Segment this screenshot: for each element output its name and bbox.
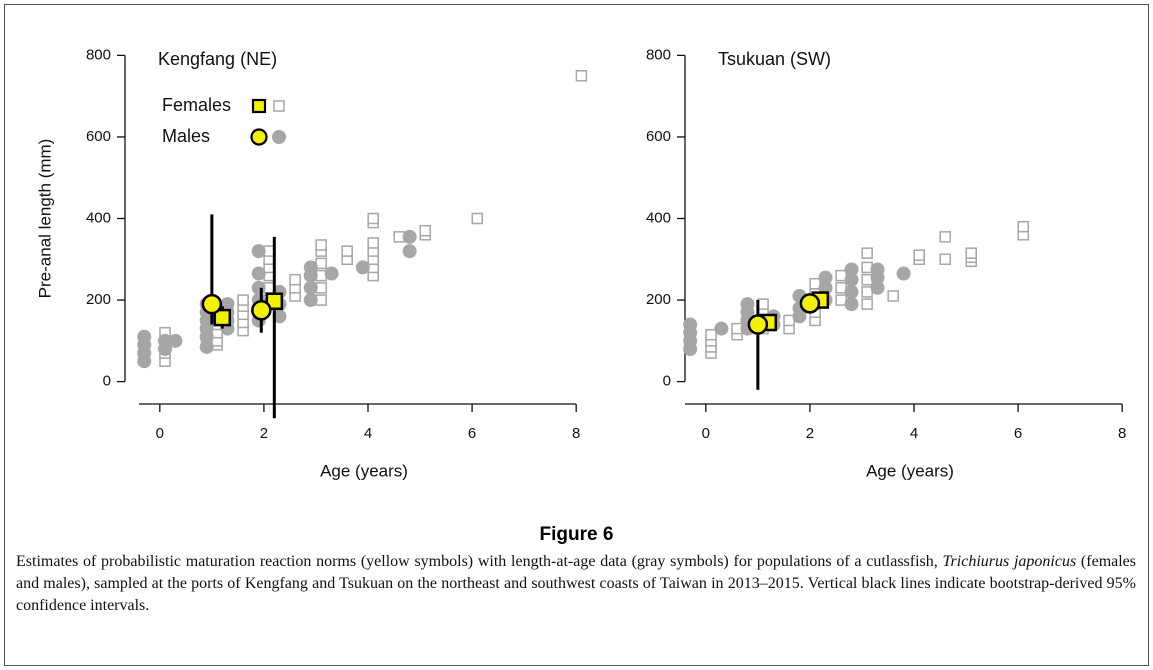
data-point bbox=[220, 297, 235, 312]
data-point bbox=[315, 239, 327, 251]
data-point bbox=[303, 293, 318, 308]
x-tick-label: 2 bbox=[806, 425, 814, 442]
data-point bbox=[861, 261, 873, 274]
data-point bbox=[341, 245, 353, 257]
data-point bbox=[861, 273, 873, 286]
data-point bbox=[575, 70, 588, 82]
x-tick-label: 6 bbox=[468, 425, 476, 442]
x-axis-title: Age (years) bbox=[866, 461, 954, 480]
data-point bbox=[861, 247, 873, 259]
pmrn-point bbox=[799, 293, 821, 314]
figure-frame bbox=[4, 4, 1149, 666]
data-point bbox=[303, 280, 318, 295]
data-point bbox=[137, 329, 152, 344]
data-point bbox=[939, 253, 951, 266]
data-point bbox=[939, 231, 951, 243]
y-tick-label: 600 bbox=[86, 128, 111, 145]
pmrn-point bbox=[265, 292, 284, 311]
legend-label: Females bbox=[162, 95, 231, 115]
pmrn-point bbox=[213, 308, 232, 327]
data-point bbox=[158, 333, 173, 348]
panel-title: Tsukuan (SW) bbox=[718, 49, 831, 69]
y-tick-label: 600 bbox=[646, 128, 671, 145]
data-point bbox=[237, 294, 249, 306]
data-point bbox=[705, 328, 717, 341]
data-point bbox=[844, 272, 859, 287]
data-point bbox=[896, 266, 911, 281]
y-axis-title: Pre-anal length (mm) bbox=[35, 139, 54, 299]
y-tick-label: 200 bbox=[646, 291, 671, 308]
data-point bbox=[844, 284, 859, 299]
data-point bbox=[844, 297, 859, 312]
data-point bbox=[289, 273, 301, 286]
data-point bbox=[199, 339, 214, 354]
data-point bbox=[870, 280, 885, 295]
data-point bbox=[367, 237, 379, 249]
data-point bbox=[324, 266, 339, 281]
caption-species: Trichiurus japonicus bbox=[942, 553, 1077, 570]
x-tick-label: 8 bbox=[572, 425, 580, 442]
x-tick-label: 8 bbox=[1118, 425, 1126, 442]
pmrn-point bbox=[747, 314, 769, 335]
y-tick-label: 200 bbox=[86, 291, 111, 308]
y-tick-label: 400 bbox=[86, 209, 111, 226]
data-point bbox=[861, 298, 873, 310]
data-point bbox=[251, 280, 266, 295]
data-point bbox=[272, 309, 287, 324]
y-tick-label: 0 bbox=[103, 373, 111, 390]
data-point bbox=[303, 260, 318, 275]
data-point bbox=[844, 262, 859, 277]
data-point bbox=[757, 298, 769, 310]
x-tick-label: 6 bbox=[1014, 425, 1022, 442]
x-tick-label: 0 bbox=[702, 425, 710, 442]
data-point bbox=[251, 266, 266, 281]
x-axis-title: Age (years) bbox=[320, 461, 408, 480]
pmrn-point bbox=[251, 300, 272, 321]
legend-label: Males bbox=[162, 126, 210, 146]
data-point bbox=[818, 270, 833, 285]
legend-symbol bbox=[251, 98, 267, 114]
legend-symbol bbox=[250, 128, 268, 146]
x-tick-label: 4 bbox=[910, 425, 918, 442]
data-point bbox=[714, 321, 729, 336]
caption-text: (females and males), sampled at the port… bbox=[16, 553, 1137, 614]
panel-title: Kengfang (NE) bbox=[158, 49, 277, 69]
y-tick-label: 0 bbox=[663, 373, 671, 390]
data-point bbox=[870, 262, 885, 277]
pmrn-point bbox=[201, 293, 223, 315]
figure-label: Figure 6 bbox=[539, 524, 614, 545]
y-tick-label: 800 bbox=[86, 46, 111, 63]
data-point bbox=[1017, 220, 1030, 233]
data-point bbox=[419, 224, 431, 237]
x-tick-label: 0 bbox=[156, 425, 164, 442]
data-point bbox=[355, 260, 370, 275]
data-point bbox=[887, 290, 899, 302]
data-point bbox=[913, 249, 925, 261]
y-tick-label: 800 bbox=[646, 46, 671, 63]
data-point bbox=[740, 297, 755, 312]
data-point bbox=[965, 247, 977, 259]
legend-symbol bbox=[272, 130, 286, 144]
data-point bbox=[683, 317, 698, 332]
data-point bbox=[251, 244, 266, 259]
caption: Estimates of probabilistic maturation re… bbox=[16, 551, 1136, 617]
x-tick-label: 2 bbox=[260, 425, 268, 442]
data-point bbox=[402, 244, 417, 259]
y-tick-label: 400 bbox=[646, 209, 671, 226]
data-point bbox=[168, 333, 183, 348]
x-tick-label: 4 bbox=[364, 425, 372, 442]
data-point bbox=[367, 212, 379, 225]
legend-symbol bbox=[273, 100, 285, 112]
data-point bbox=[402, 229, 417, 244]
caption-text: Estimates of probabilistic maturation re… bbox=[16, 553, 943, 570]
data-point bbox=[471, 212, 484, 225]
